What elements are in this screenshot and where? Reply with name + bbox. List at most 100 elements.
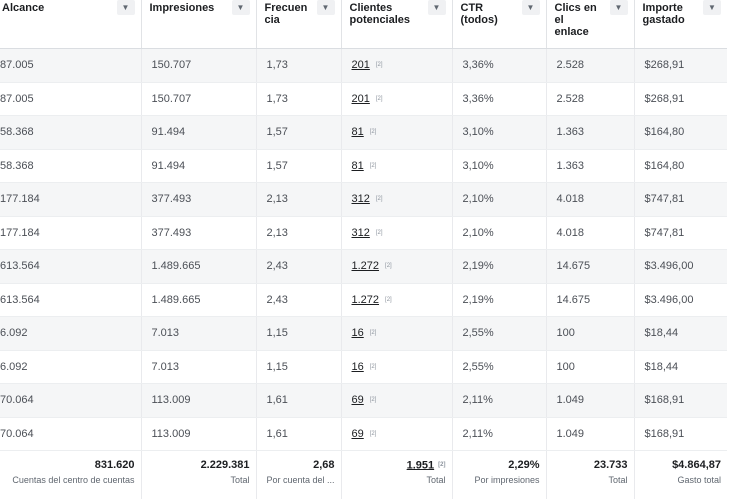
total-label: Gasto total [639, 474, 722, 486]
column-dropdown-chevron-down-icon[interactable]: ▼ [117, 0, 135, 15]
cell-ctr-todos: 3,36% [452, 49, 546, 83]
footnote-marker: [2] [370, 163, 377, 169]
column-dropdown-chevron-down-icon[interactable]: ▼ [232, 0, 250, 15]
column-header-alcance[interactable]: Alcance▼ [0, 0, 141, 49]
leads-link[interactable]: 312 [352, 193, 370, 205]
cell-importe-gastado: $164,80 [634, 149, 727, 183]
cell-clientes-potenciales[interactable]: 69[2] [341, 417, 452, 451]
cell-clientes-potenciales[interactable]: 69 [2] [341, 384, 452, 418]
cell-impresiones: 91.494 [141, 149, 256, 183]
cell-frecuencia: 1,61 [256, 384, 341, 418]
cell-clientes-potenciales[interactable]: 312[2] [341, 216, 452, 250]
column-dropdown-chevron-down-icon[interactable]: ▼ [703, 0, 721, 15]
cell-clics-en-el-enlace: 1.363 [546, 149, 634, 183]
column-dropdown-chevron-down-icon[interactable]: ▼ [317, 0, 335, 15]
cell-clics-en-el-enlace: 1.363 [546, 116, 634, 150]
leads-link[interactable]: 201 [352, 59, 370, 71]
column-header-ctr-todos[interactable]: CTR(todos)▼ [452, 0, 546, 49]
footnote-marker: [2] [370, 397, 377, 403]
cell-clientes-potenciales[interactable]: 201[2] [341, 49, 452, 83]
total-value: 23.733 [551, 459, 628, 472]
leads-link[interactable]: 201 [352, 93, 370, 105]
cell-alcance: 177.184 [0, 216, 141, 250]
cell-alcance: 6.092 [0, 317, 141, 351]
leads-link[interactable]: 69 [352, 394, 364, 406]
cell-clientes-potenciales[interactable]: 81[2] [341, 116, 452, 150]
cell-clics-en-el-enlace: 1.049 [546, 384, 634, 418]
cell-ctr-todos: 3,10% [452, 149, 546, 183]
cell-frecuencia: 2,13 [256, 216, 341, 250]
column-dropdown-chevron-down-icon[interactable]: ▼ [610, 0, 628, 15]
cell-alcance: 70.064 [0, 417, 141, 451]
cell-impresiones: 377.493 [141, 183, 256, 217]
cell-clientes-potenciales[interactable]: 312 [2] [341, 183, 452, 217]
column-header-label: Impresiones [150, 2, 216, 14]
leads-link[interactable]: 69 [352, 428, 364, 440]
leads-link[interactable]: 16 [352, 327, 364, 339]
cell-impresiones: 7.013 [141, 317, 256, 351]
column-header-label: CTR(todos) [461, 2, 527, 26]
leads-link[interactable]: 312 [352, 227, 370, 239]
cell-clientes-potenciales[interactable]: 1.272[2] [341, 250, 452, 284]
total-label: Total [346, 474, 446, 486]
cell-impresiones: 113.009 [141, 384, 256, 418]
cell-clientes-potenciales[interactable]: 16 [2] [341, 317, 452, 351]
leads-link[interactable]: 81 [352, 126, 364, 138]
cell-clics-en-el-enlace: 100 [546, 317, 634, 351]
cell-clientes-potenciales[interactable]: 201 [2] [341, 82, 452, 116]
column-header-impresiones[interactable]: Impresiones ▼ [141, 0, 256, 49]
footnote-marker: [2] [370, 330, 377, 336]
footnote-marker: [2] [376, 96, 383, 102]
total-label: Por impresiones [457, 474, 540, 486]
cell-frecuencia: 1,15 [256, 317, 341, 351]
column-dropdown-chevron-down-icon[interactable]: ▼ [428, 0, 446, 15]
footnote-marker: [2] [385, 297, 392, 303]
cell-frecuencia: 1,57 [256, 116, 341, 150]
cell-importe-gastado: $18,44 [634, 350, 727, 384]
cell-ctr-todos: 2,10% [452, 216, 546, 250]
cell-importe-gastado: $18,44 [634, 317, 727, 351]
footnote-marker: [2] [376, 196, 383, 202]
cell-alcance: 58.368 [0, 149, 141, 183]
cell-alcance: 613.564 [0, 250, 141, 284]
leads-link[interactable]: 16 [352, 361, 364, 373]
total-value: 831.620 [0, 459, 135, 472]
cell-ctr-todos: 3,36% [452, 82, 546, 116]
cell-frecuencia: 1,73 [256, 82, 341, 116]
cell-clics-en-el-enlace: 14.675 [546, 283, 634, 317]
cell-clientes-potenciales[interactable]: 81 [2] [341, 149, 452, 183]
cell-clientes-potenciales[interactable]: 1.272 [2] [341, 283, 452, 317]
cell-importe-gastado: $268,91 [634, 49, 727, 83]
leads-link[interactable]: 81 [352, 160, 364, 172]
cell-ctr-todos: 2,55% [452, 317, 546, 351]
cell-clics-en-el-enlace: 4.018 [546, 216, 634, 250]
cell-clics-en-el-enlace: 14.675 [546, 250, 634, 284]
column-dropdown-chevron-down-icon[interactable]: ▼ [522, 0, 540, 15]
leads-link[interactable]: 1.272 [352, 260, 380, 272]
cell-clientes-potenciales[interactable]: 16[2] [341, 350, 452, 384]
cell-frecuencia: 1,73 [256, 49, 341, 83]
leads-link[interactable]: 1.272 [352, 294, 380, 306]
total-value[interactable]: 1.951[2] [346, 459, 446, 472]
